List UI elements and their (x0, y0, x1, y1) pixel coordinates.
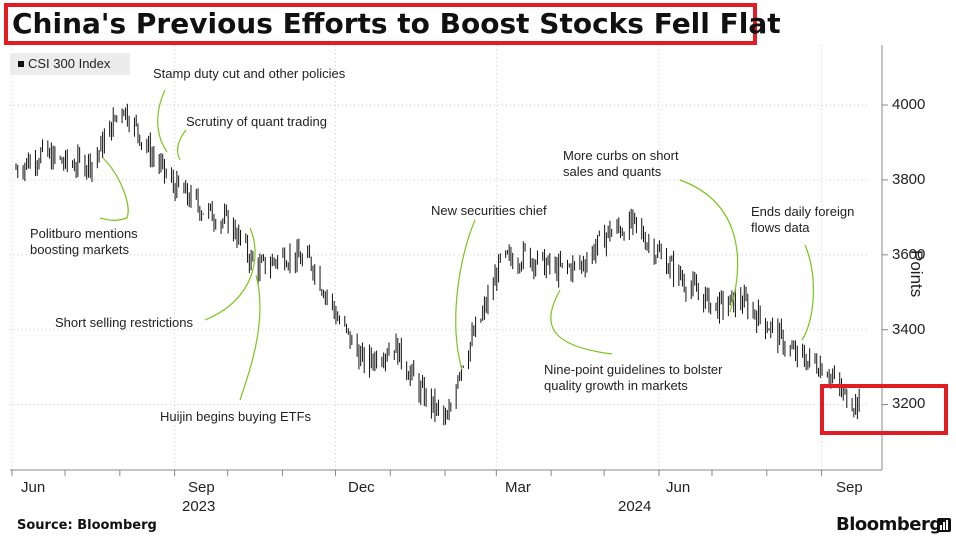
annotation-leader-line (176, 129, 187, 161)
annotation-label: Stamp duty cut and other policies (153, 66, 346, 81)
legend: CSI 300 Index (10, 53, 130, 75)
annotation-leader-line (801, 244, 814, 341)
x-year-label: 2023 (182, 498, 216, 515)
source-note: Source: Bloomberg (17, 518, 157, 533)
annotation-label: Nine-point guidelines to bolster quality… (544, 362, 723, 393)
recent-period-highlight (820, 384, 948, 435)
y-tick-label: 3200 (892, 395, 926, 412)
annotation-leader-line (455, 219, 476, 371)
y-axis-title: Points (907, 250, 926, 298)
y-tick-label: 3800 (892, 171, 926, 188)
x-tick-label: Sep (188, 479, 215, 496)
annotation-label: Huijin begins buying ETFs (160, 409, 312, 424)
annotation-label: New securities chief (431, 203, 547, 218)
annotation-leader-line (99, 157, 129, 221)
y-tick-label: 3600 (892, 246, 926, 263)
x-tick-label: Jun (21, 479, 46, 496)
annotation-leader-line (679, 179, 739, 313)
y-tick-label: 4000 (892, 96, 926, 113)
chart-title: China's Previous Efforts to Boost Stocks… (12, 7, 781, 40)
annotation-leaders (99, 89, 814, 401)
x-tick-label: Sep (836, 479, 863, 496)
x-tick-label: Dec (348, 479, 375, 496)
title-highlight-box (4, 3, 757, 45)
annotation-label: Politburo mentions boosting markets (30, 226, 138, 257)
annotation-label: Ends daily foreign flows data (751, 204, 855, 235)
grid-lines (10, 45, 870, 470)
x-tick-label: Mar (505, 479, 531, 496)
annotation-label: Short selling restrictions (55, 315, 193, 330)
bloomberg-chart-icon (937, 518, 951, 532)
legend-swatch (18, 61, 24, 67)
annotation-leader-line (157, 89, 168, 153)
annotation-leader-line (204, 227, 256, 321)
y-tick-label: 3400 (892, 321, 926, 338)
annotation-label: Scrutiny of quant trading (186, 114, 327, 129)
x-tick-label: Jun (666, 479, 691, 496)
price-series (15, 103, 860, 426)
annotation-leader-line (239, 274, 261, 401)
annotation-label: More curbs on short sales and quants (563, 148, 679, 179)
axes (10, 45, 888, 476)
bloomberg-logo: Bloomberg (836, 514, 942, 535)
annotation-leader-line (550, 289, 613, 355)
x-year-label: 2024 (618, 498, 652, 515)
legend-label: CSI 300 Index (28, 56, 111, 71)
